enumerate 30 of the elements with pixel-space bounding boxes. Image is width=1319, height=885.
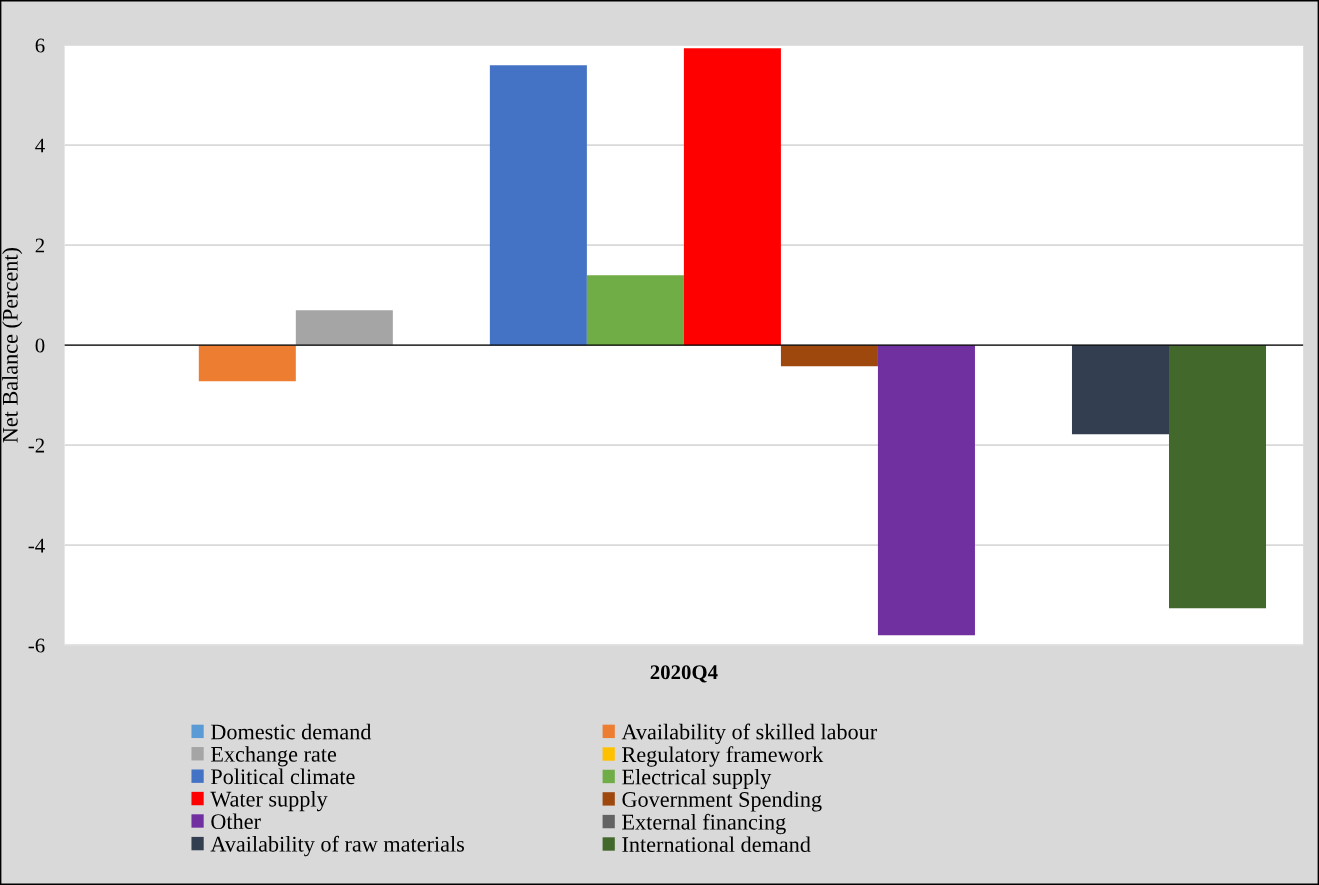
- legend-label: External financing: [622, 813, 786, 835]
- y-tick-label: -4: [28, 538, 45, 553]
- legend-label: Government Spending: [622, 791, 822, 812]
- legend-label: Domestic demand: [211, 723, 372, 740]
- legend-label: Other: [211, 813, 261, 830]
- bar: [1169, 345, 1267, 609]
- bar: [586, 275, 684, 346]
- bar: [780, 345, 878, 367]
- legend-label: Exchange rate: [211, 746, 337, 767]
- legend-label: Water supply: [210, 790, 328, 812]
- legend-label: Availability of skilled labour: [621, 723, 877, 745]
- bar: [198, 345, 296, 382]
- bar: [295, 310, 393, 346]
- y-tick-label: -6: [28, 638, 45, 653]
- bar: [877, 345, 975, 636]
- y-tick-label: 4: [35, 138, 45, 153]
- y-tick-label: 6: [35, 38, 45, 53]
- x-tick-label: 2020Q4: [650, 665, 718, 683]
- y-tick-label: 0: [35, 338, 45, 353]
- bar: [1071, 345, 1169, 435]
- legend-label: International demand: [622, 836, 811, 853]
- y-tick-label: -2: [28, 438, 45, 453]
- legend-label: Electrical supply: [622, 768, 772, 790]
- legend-label: Political climate: [211, 768, 355, 785]
- legend-label: Availability of raw materials: [210, 835, 464, 857]
- y-axis-title: Net Balance (Percent): [2, 248, 23, 443]
- legend-label: Regulatory framework: [622, 746, 824, 767]
- y-tick-label: 2: [35, 238, 45, 253]
- bar: [683, 48, 781, 346]
- bar: [489, 65, 587, 346]
